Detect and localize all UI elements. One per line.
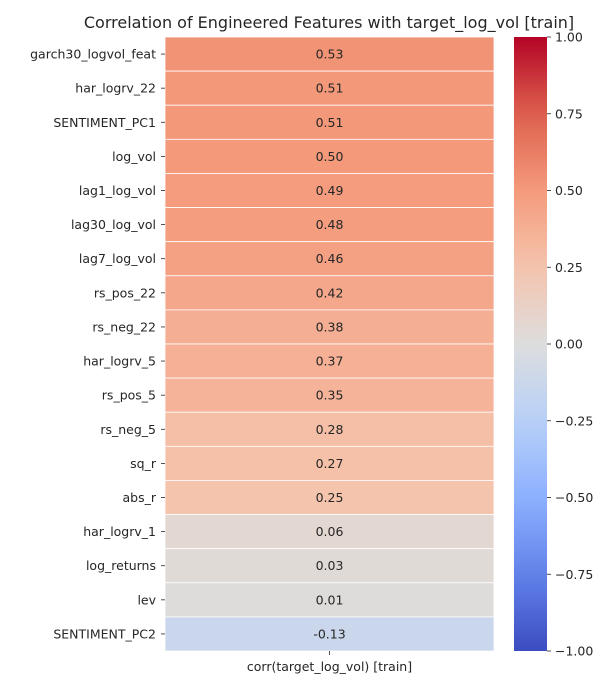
colorbar: 1.00 0.75 0.50 0.25 0.00 −0.25 −0.50 −0.75 −1.00 [514, 30, 593, 659]
cell-value-label: 0.53 [316, 47, 344, 62]
row-tick-label: lag30_log_vol [71, 217, 156, 232]
cell-value-label: 0.06 [316, 524, 344, 539]
cell-value-label: -0.13 [313, 626, 345, 641]
heatmap-cell [164, 343, 495, 379]
heatmap-cell [164, 104, 495, 140]
row-tick-label: SENTIMENT_PC2 [53, 626, 156, 641]
colorbar-tick-label: −0.50 [555, 490, 593, 505]
heatmap-cell [164, 36, 495, 72]
row-tick-label: har_logrv_22 [75, 81, 156, 96]
heatmap-cell [164, 480, 495, 515]
row-tick-label: lev [137, 592, 156, 607]
colorbar-tick-label: −1.00 [555, 644, 593, 659]
row-tick-label: sq_r [130, 456, 157, 471]
cell-value-label: 0.28 [316, 422, 344, 437]
row-tick-label: rs_pos_5 [102, 388, 156, 403]
cell-value-label: 0.25 [316, 490, 344, 505]
row-tick-label: log_vol [112, 149, 156, 164]
colorbar-tick-label: −0.25 [555, 413, 593, 428]
heatmap-cells [164, 36, 495, 652]
row-tick-label: log_returns [86, 558, 156, 573]
cell-value-label: 0.03 [316, 558, 344, 573]
colorbar-tick-label: 0.25 [555, 260, 583, 275]
row-tick-label: har_logrv_5 [83, 354, 156, 369]
cell-value-label: 0.27 [316, 456, 344, 471]
heatmap-cell-labels: 0.53 0.51 0.51 0.50 0.49 0.48 0.46 0.42 0.38 0.37… [313, 47, 345, 642]
cell-value-label: 0.51 [316, 115, 344, 130]
colorbar-tick-label: 0.00 [555, 337, 583, 352]
row-tick-label: SENTIMENT_PC1 [53, 115, 156, 130]
row-tick-label: rs_pos_22 [94, 285, 156, 300]
heatmap-cell [164, 514, 495, 550]
chart-title: Correlation of Engineered Features with … [84, 13, 574, 33]
heatmap-cell [164, 411, 495, 447]
colorbar-tick-label: 0.75 [555, 106, 583, 121]
heatmap-cell [164, 377, 495, 413]
cell-value-label: 0.42 [316, 285, 344, 300]
cell-value-label: 0.49 [316, 183, 344, 198]
row-tick-label: rs_neg_22 [92, 319, 156, 334]
colorbar-tick-label: −0.75 [555, 567, 593, 582]
cell-value-label: 0.35 [316, 388, 344, 403]
row-tick-label: garch30_logvol_feat [30, 47, 156, 62]
row-tick-label: rs_neg_5 [100, 422, 156, 437]
column-tick-label: corr(target_log_vol) [train] [247, 659, 412, 674]
heatmap-cell [164, 445, 495, 481]
cell-value-label: 0.01 [316, 592, 344, 607]
row-tick-label: lag1_log_vol [79, 183, 156, 198]
cell-value-label: 0.51 [316, 81, 344, 96]
row-tick-label: abs_r [123, 490, 157, 505]
colorbar-bar [514, 37, 547, 651]
column-tick-labels: corr(target_log_vol) [train] [247, 651, 412, 674]
heatmap-cell [164, 70, 495, 106]
heatmap-cell [164, 173, 495, 208]
cell-value-label: 0.50 [316, 149, 344, 164]
cell-value-label: 0.37 [316, 354, 344, 369]
heatmap-cell [164, 138, 495, 174]
cell-value-label: 0.38 [316, 319, 344, 334]
cell-value-label: 0.48 [316, 217, 344, 232]
row-tick-labels: garch30_logvol_feat har_logrv_22 SENTIMENT… [30, 47, 165, 641]
row-tick-label: har_logrv_1 [83, 524, 156, 539]
colorbar-tick-label: 1.00 [555, 30, 583, 45]
row-tick-label: lag7_log_vol [79, 251, 156, 266]
heatmap-cell [164, 207, 495, 243]
cell-value-label: 0.46 [316, 251, 344, 266]
colorbar-tick-label: 0.50 [555, 183, 583, 198]
